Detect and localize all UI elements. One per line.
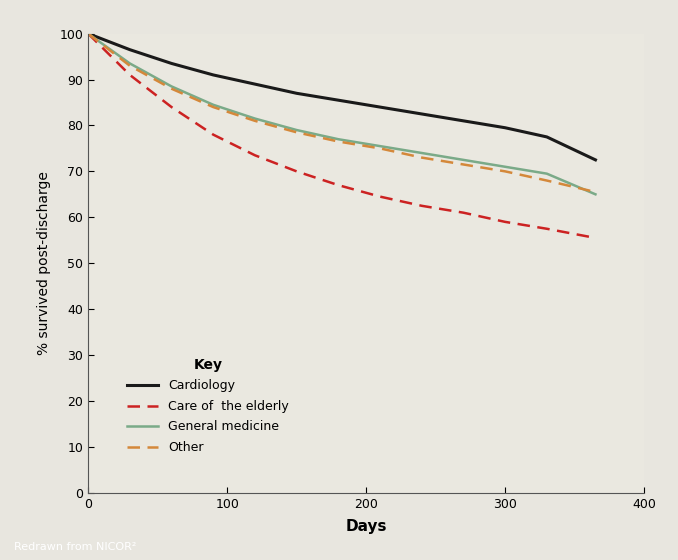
Legend: Cardiology, Care of  the elderly, General medicine, Other: Cardiology, Care of the elderly, General… (122, 353, 294, 459)
Text: Redrawn from NICOR²: Redrawn from NICOR² (14, 542, 136, 552)
Y-axis label: % survived post-discharge: % survived post-discharge (37, 171, 51, 355)
X-axis label: Days: Days (345, 519, 387, 534)
